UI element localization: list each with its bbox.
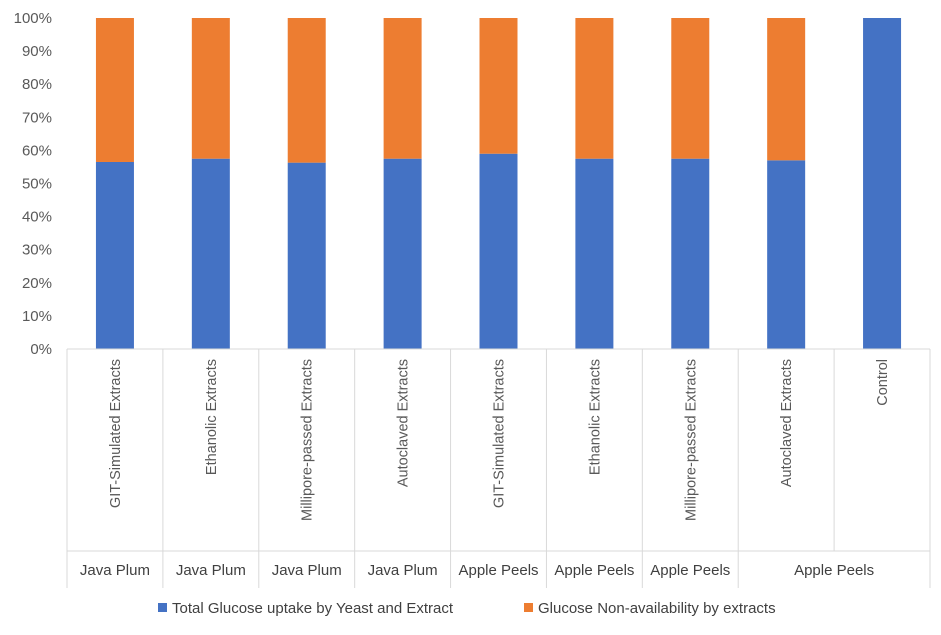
bar-segment-glucose-non-availability xyxy=(767,18,806,161)
bar-segment-glucose-non-availability xyxy=(191,18,230,159)
bar-segment-glucose-uptake xyxy=(287,162,326,349)
bar-segment-glucose-uptake xyxy=(671,158,710,349)
bar-segment-glucose-non-availability xyxy=(671,18,710,159)
y-tick-label: 30% xyxy=(22,242,52,259)
x-tick-label: GIT-Simulated Extracts xyxy=(492,359,508,508)
bar-segment-glucose-uptake xyxy=(863,18,902,349)
y-tick-label: 100% xyxy=(14,10,52,27)
y-tick-label: 20% xyxy=(22,275,52,292)
y-tick-label: 10% xyxy=(22,308,52,325)
bar-segment-glucose-non-availability xyxy=(383,18,422,159)
x-tick-label: Ethanolic Extracts xyxy=(587,359,603,475)
x-tick-label: GIT-Simulated Extracts xyxy=(108,359,124,508)
group-label: Apple Peels xyxy=(554,562,634,579)
group-label: Java Plum xyxy=(176,562,246,579)
x-tick-label: Millipore-passed Extracts xyxy=(300,359,316,521)
legend-swatch xyxy=(524,603,533,612)
group-label: Java Plum xyxy=(80,562,150,579)
y-tick-label: 50% xyxy=(22,176,52,193)
bar-segment-glucose-uptake xyxy=(767,160,806,349)
group-label: Java Plum xyxy=(272,562,342,579)
x-tick-label: Autoclaved Extracts xyxy=(396,359,412,487)
bar-segment-glucose-non-availability xyxy=(95,18,134,162)
legend-label: Glucose Non-availability by extracts xyxy=(538,600,776,617)
bar-segment-glucose-uptake xyxy=(479,153,518,349)
legend-swatch xyxy=(158,603,167,612)
bar-segment-glucose-non-availability xyxy=(287,18,326,163)
y-tick-label: 60% xyxy=(22,142,52,159)
x-tick-label: Ethanolic Extracts xyxy=(204,359,220,475)
bar-segment-glucose-non-availability xyxy=(575,18,614,159)
x-tick-label: Millipore-passed Extracts xyxy=(683,359,699,521)
bar-segment-glucose-uptake xyxy=(383,158,422,349)
bar-segment-glucose-uptake xyxy=(575,158,614,349)
group-label: Apple Peels xyxy=(650,562,730,579)
bar-segment-glucose-non-availability xyxy=(479,18,518,154)
y-tick-label: 80% xyxy=(22,76,52,93)
y-tick-label: 90% xyxy=(22,43,52,60)
legend-label: Total Glucose uptake by Yeast and Extrac… xyxy=(172,600,454,617)
y-tick-label: 70% xyxy=(22,109,52,126)
group-label: Apple Peels xyxy=(458,562,538,579)
bar-segment-glucose-uptake xyxy=(95,161,134,349)
group-label: Apple Peels xyxy=(794,562,874,579)
bar-segment-glucose-uptake xyxy=(191,158,230,349)
y-tick-label: 40% xyxy=(22,209,52,226)
x-tick-label: Autoclaved Extracts xyxy=(779,359,795,487)
group-label: Java Plum xyxy=(368,562,438,579)
y-tick-label: 0% xyxy=(30,341,52,358)
x-tick-label: Control xyxy=(875,359,891,406)
